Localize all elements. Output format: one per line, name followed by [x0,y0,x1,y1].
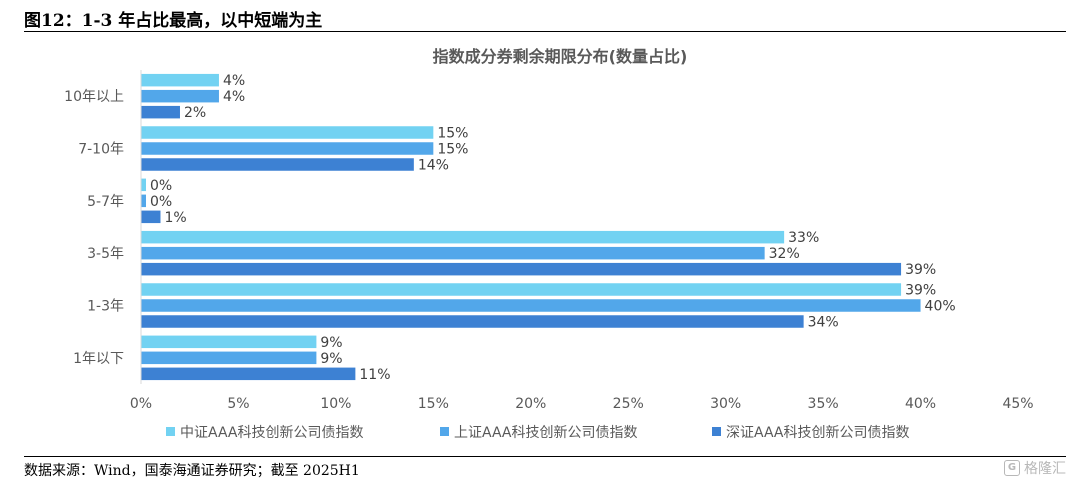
watermark-text: 格隆汇 [1024,461,1066,477]
bar [141,367,356,381]
data-label: 9% [320,335,342,351]
data-label: 1% [164,210,186,226]
legend: 中证AAA科技创新公司债指数 上证AAA科技创新公司债指数 深证AAA科技创新公司债… [166,425,910,441]
data-label: 0% [150,178,172,194]
bar [141,73,219,87]
category-label: 1年以下 [73,351,124,367]
bar [141,283,902,296]
bars-layer: 4%4%2%15%15%14%0%0%1%33%32%39%39%40%34%9… [141,73,956,383]
x-tick-label: 30% [710,396,741,412]
data-label: 9% [320,351,342,367]
bar [141,158,414,171]
bar [141,246,765,260]
bar [141,142,434,155]
category-label: 5-7年 [87,194,124,210]
data-label: 34% [808,315,839,331]
data-label: 32% [769,246,800,262]
bar [141,335,317,349]
x-tick-label: 15% [418,396,449,412]
data-label: 39% [905,262,936,278]
figure-title: 图12：1-3 年占比最高，以中短端为主 [24,11,323,31]
category-label: 10年以上 [64,89,124,105]
x-tick-label: 45% [1002,396,1033,412]
data-label: 4% [223,73,245,89]
bar [141,178,146,192]
data-label: 0% [150,194,172,210]
bottom-rule [24,456,1066,457]
bar [141,351,317,365]
legend-label: 中证AAA科技创新公司债指数 [180,425,364,441]
x-tick-label: 25% [613,396,644,412]
x-axis-ticks: 0% 5% 10% 15% 20% 25% 30% 35% 40% 45% [130,396,1034,412]
data-label: 14% [418,158,449,174]
x-tick-label: 5% [227,396,249,412]
bar [141,315,804,328]
source-note: 数据来源：Wind，国泰海通证券研究；截至 2025H1 [24,463,360,479]
watermark-logo-icon: G [1004,460,1020,476]
category-labels: 10年以上 7-10年 5-7年 3-5年 1-3年 1年以下 [64,89,124,367]
x-tick-label: 40% [905,396,936,412]
data-label: 15% [437,142,468,158]
data-label: 33% [788,230,819,246]
x-tick-label: 35% [808,396,839,412]
bar [141,210,161,224]
bar [141,230,785,244]
legend-swatch [166,427,175,436]
watermark: G 格隆汇 [1004,458,1066,478]
data-label: 2% [184,105,206,121]
x-tick-label: 20% [515,396,546,412]
top-rule [24,31,1066,32]
chart-title: 指数成分券剩余期限分布(数量占比) [433,47,688,66]
category-label: 3-5年 [87,246,124,262]
legend-label: 上证AAA科技创新公司债指数 [454,425,638,441]
bar [141,105,180,119]
x-tick-label: 0% [130,396,152,412]
bar [141,126,434,139]
data-label: 15% [437,126,468,142]
bar [141,299,921,312]
data-label: 40% [925,299,956,315]
bar-chart: 指数成分券剩余期限分布(数量占比) 4%4%2%15%15%14%0%0%1%3… [64,47,1034,441]
bar [141,194,146,208]
category-label: 1-3年 [87,299,124,315]
category-label: 7-10年 [78,142,124,158]
data-label: 4% [223,89,245,105]
data-label: 11% [359,367,390,383]
x-tick-label: 10% [320,396,351,412]
legend-label: 深证AAA科技创新公司债指数 [726,425,910,441]
data-label: 39% [905,283,936,299]
legend-swatch [712,427,721,436]
legend-swatch [440,427,449,436]
bar [141,89,219,103]
bar [141,262,902,276]
